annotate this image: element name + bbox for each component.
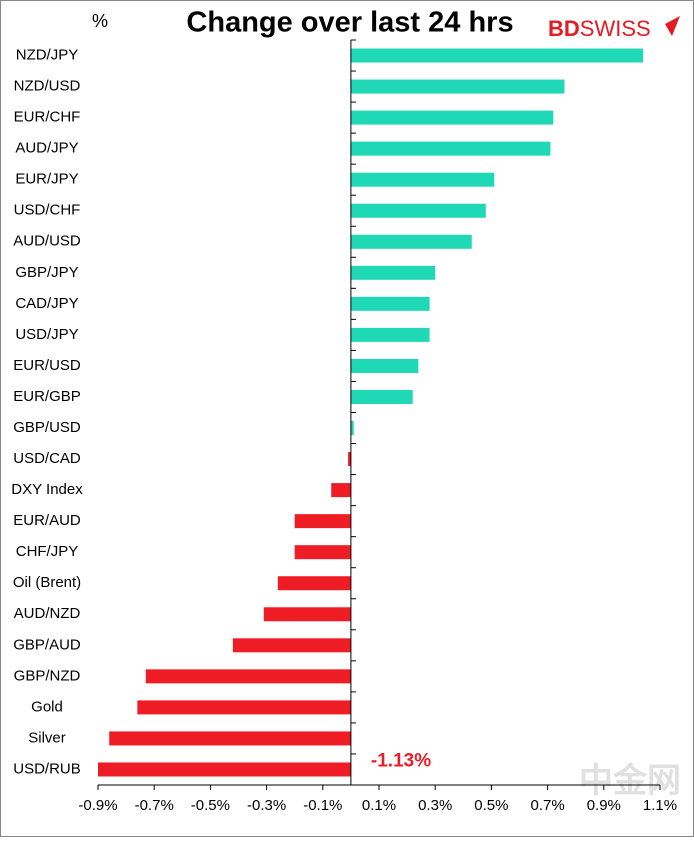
bar [277,576,351,591]
bar [350,421,354,436]
x-tick-label: -0.9% [78,797,117,814]
y-tick-label: EUR/JPY [15,171,78,188]
bar [350,172,495,187]
bar [350,389,413,404]
bar [137,700,351,715]
logo: BDSWISS [548,16,651,41]
x-tick-label: 0.3% [418,797,452,814]
y-tick-label: NZD/USD [14,78,81,95]
bar [145,669,351,684]
bar [232,638,351,653]
y-tick-label: GBP/NZD [14,667,81,684]
y-tick-label: AUD/USD [13,233,81,250]
chart-title: Change over last 24 hrs [186,7,513,39]
bar [98,762,351,777]
x-tick-label: 0.7% [530,797,564,814]
y-tick-label: USD/RUB [13,760,81,777]
x-tick-label: 1.1% [643,797,677,814]
y-tick-label: DXY Index [11,481,83,498]
bar [350,141,551,156]
bar [350,48,644,63]
logo-mark [665,16,680,36]
bar [350,296,430,311]
x-tick-label: 0.5% [474,797,508,814]
x-tick-label: -0.3% [247,797,286,814]
annotation: -1.13% [371,750,431,771]
y-tick-label: AUD/JPY [15,140,78,157]
y-tick-label: USD/CHF [14,202,81,219]
y-tick-label: Gold [31,698,63,715]
y-tick-label: USD/CAD [13,450,81,467]
x-tick-label: -0.7% [135,797,174,814]
bar [350,265,436,280]
y-tick-label: EUR/GBP [13,388,81,405]
y-tick-label: GBP/USD [13,419,81,436]
x-tick-label: 0.1% [362,797,396,814]
y-tick-label: CAD/JPY [15,295,78,312]
bar [294,514,351,529]
x-tick-label: 0.9% [587,797,621,814]
y-tick-label: CHF/JPY [16,543,79,560]
y-tick-label: Oil (Brent) [13,574,81,591]
bar [331,483,351,498]
bar [350,234,472,249]
logo-bd: BD [548,16,580,41]
bar [350,110,554,125]
y-tick-label: USD/JPY [15,326,78,343]
bar [350,327,430,342]
y-tick-label: NZD/JPY [16,46,79,63]
x-tick-label: -0.1% [303,797,342,814]
x-tick-label: -0.5% [191,797,230,814]
bar [350,79,565,94]
bar [109,731,351,746]
y-tick-label: Silver [28,729,66,746]
y-tick-label: GBP/JPY [15,264,78,281]
y-tick-label: EUR/USD [13,357,81,374]
y-label: % [92,11,108,31]
watermark: 中金网 [579,761,681,800]
plot-area [98,48,644,777]
bar [294,545,351,560]
y-tick-label: GBP/AUD [13,636,81,653]
bar [350,203,486,218]
bar [350,358,419,373]
bar [263,607,351,622]
logo-swiss: SWISS [580,16,651,41]
bar [348,452,351,467]
y-tick-label: AUD/NZD [14,605,81,622]
y-tick-label: EUR/AUD [13,512,81,529]
y-tick-label: EUR/CHF [14,109,81,126]
